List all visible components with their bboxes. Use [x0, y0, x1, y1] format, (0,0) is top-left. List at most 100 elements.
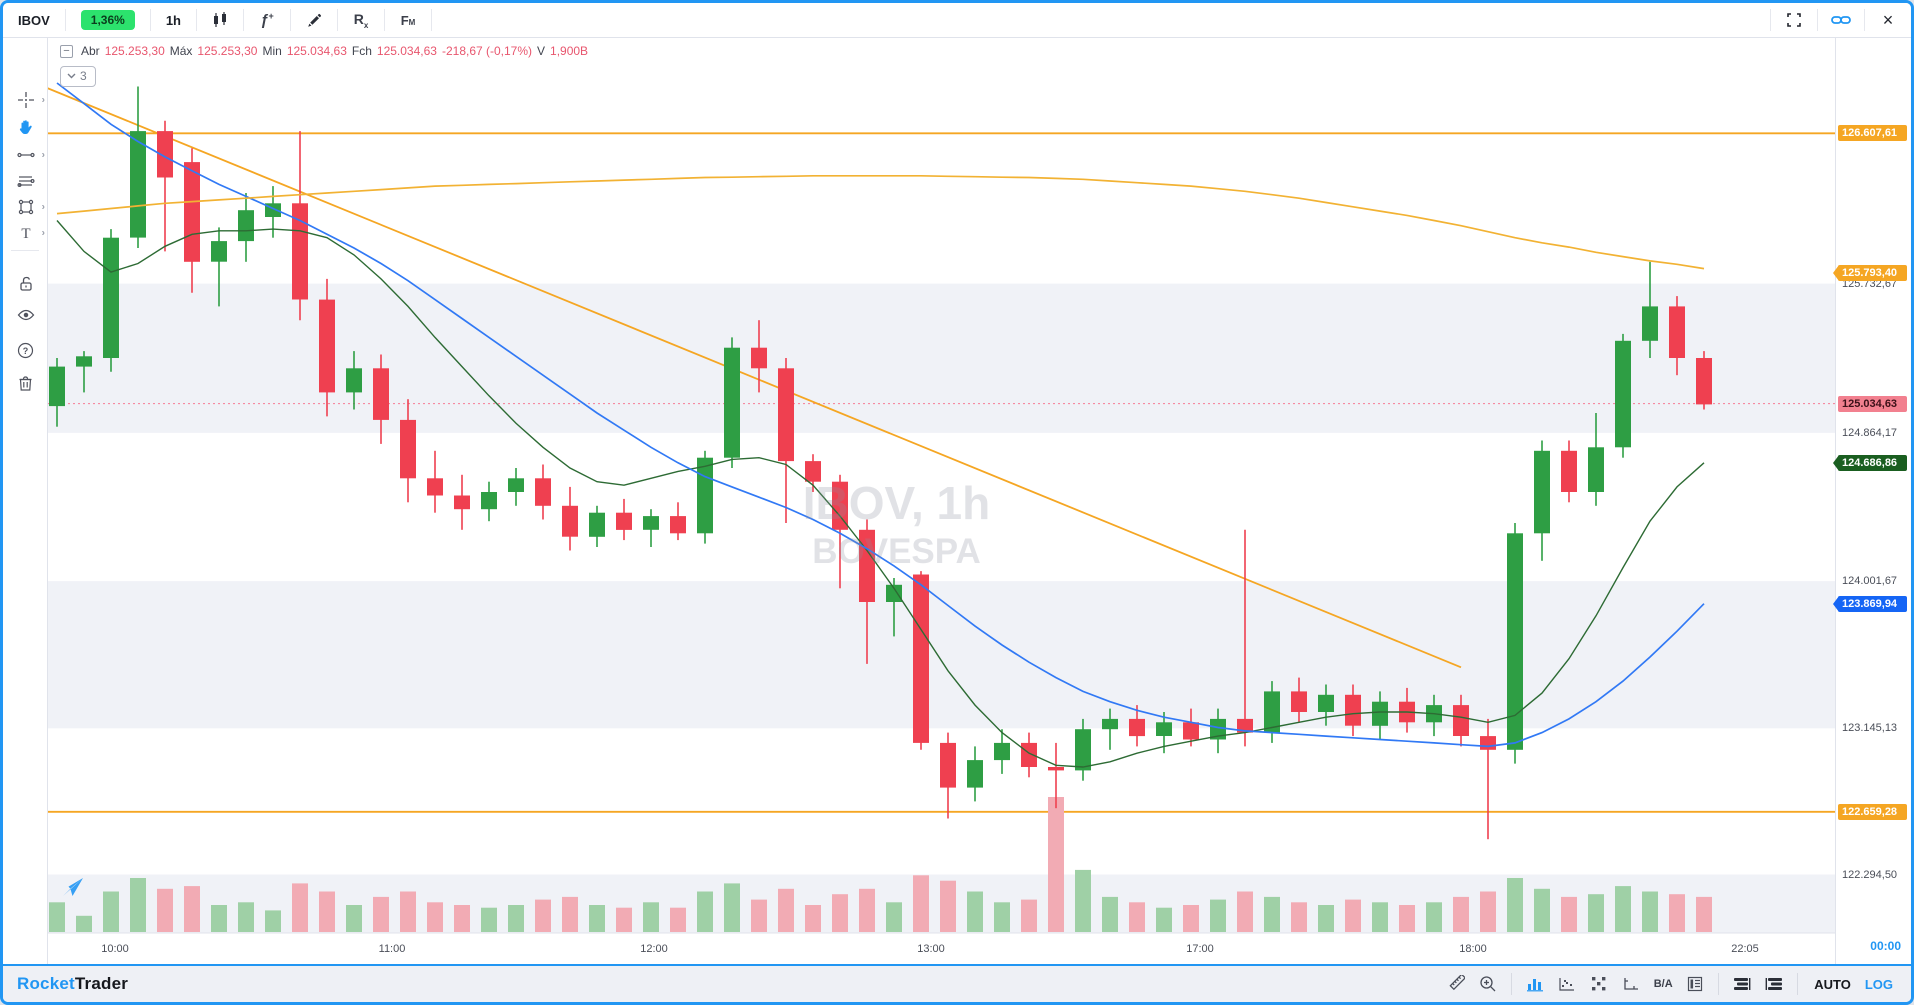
- low-value: 125.034,63: [286, 44, 347, 58]
- statusbar-divider: [1511, 973, 1513, 995]
- price-chart[interactable]: 10:00 11:00 12:00 13:00 17:00 18:00 22:05: [48, 38, 1835, 964]
- rectangle-icon: [18, 199, 33, 215]
- chart-area[interactable]: 10:00 11:00 12:00 13:00 17:00 18:00 22:05 IBOV…: [48, 38, 1835, 964]
- indicators-count-button[interactable]: 3: [60, 66, 96, 87]
- volume-profile-right-button[interactable]: [1761, 972, 1787, 996]
- volume-value: 1,900B: [550, 44, 589, 58]
- close-button[interactable]: ×: [1865, 3, 1911, 37]
- horizontal-level-lines[interactable]: [48, 132, 1835, 813]
- toolbar-divider: [1770, 9, 1771, 31]
- indicators-button[interactable]: ƒ+: [244, 3, 290, 37]
- measure-button[interactable]: [1443, 972, 1469, 996]
- ma-blue-line[interactable]: [56, 82, 1705, 748]
- open-label: Abr: [81, 44, 100, 58]
- dots-grid-icon: [1592, 977, 1606, 991]
- app-logo[interactable]: RocketTrader: [17, 974, 128, 994]
- book-button[interactable]: [1682, 972, 1708, 996]
- trend-line-icon: [16, 152, 35, 158]
- change-value: -218,67 (-0,17%): [441, 44, 533, 58]
- link-button[interactable]: [1818, 3, 1864, 37]
- tool-eye[interactable]: [3, 302, 48, 328]
- symbol-button[interactable]: IBOV: [3, 3, 65, 37]
- collapse-legend-button[interactable]: −: [60, 44, 73, 58]
- price-badge: 125.034,63: [1838, 395, 1907, 412]
- zoom-in-button[interactable]: [1475, 972, 1501, 996]
- volume-indicator-button[interactable]: [1522, 972, 1548, 996]
- axis-scale-button[interactable]: [1618, 972, 1644, 996]
- time-axis-labels[interactable]: 10:00 11:00 12:00 13:00 17:00 18:00 22:05: [101, 943, 1759, 955]
- crosshair-icon: [17, 92, 34, 108]
- tool-crosshair[interactable]: ›: [3, 87, 48, 113]
- statusbar-controls: B/A AUTO LOG: [1443, 972, 1897, 996]
- tool-trend-line[interactable]: ›: [3, 142, 48, 168]
- top-toolbar: IBOV 1,36% 1h ƒ+ Rx FM ×: [3, 3, 1911, 38]
- go-to-realtime-button[interactable]: [60, 874, 86, 900]
- pattern-button[interactable]: [1586, 972, 1612, 996]
- time-label: 18:00: [1459, 943, 1487, 955]
- auto-scale-button[interactable]: AUTO: [1814, 976, 1851, 992]
- tool-hand[interactable]: [3, 115, 48, 141]
- fullscreen-button[interactable]: [1771, 3, 1817, 37]
- time-label: 12:00: [640, 943, 668, 955]
- text-icon: T: [21, 226, 30, 242]
- ma-green-line[interactable]: [56, 220, 1705, 768]
- function-plus-icon: ƒ+: [260, 11, 274, 29]
- time-label: 10:00: [101, 943, 129, 955]
- log-scale-button[interactable]: LOG: [1864, 976, 1893, 992]
- tool-text[interactable]: T ›: [3, 220, 48, 246]
- badge-arrow: [1833, 265, 1839, 282]
- trendline[interactable]: [48, 87, 1462, 669]
- price-badge: 125.793,40: [1833, 265, 1907, 282]
- fm-button[interactable]: FM: [385, 3, 431, 37]
- tool-lock[interactable]: [3, 270, 48, 296]
- trash-icon: [19, 375, 32, 391]
- high-value: 125.253,30: [197, 44, 258, 58]
- close-icon: ×: [1882, 9, 1894, 30]
- volume-profile-left-button[interactable]: [1729, 972, 1755, 996]
- price-axis[interactable]: 00:00 125.732,67 124.864,17 124.001,67 123.…: [1833, 38, 1911, 964]
- open-value: 125.253,30: [104, 44, 165, 58]
- badge-arrow: [1833, 595, 1839, 612]
- toolbar-divider: [431, 9, 432, 31]
- chevron-right-icon: ›: [41, 94, 45, 106]
- price-bands: [48, 283, 1835, 933]
- rx-button[interactable]: Rx: [338, 3, 384, 37]
- svg-text:?: ?: [23, 346, 29, 356]
- tool-parallel-lines[interactable]: [3, 168, 48, 194]
- fm-icon: FM: [400, 12, 416, 28]
- volume-series: [49, 797, 1712, 932]
- brand-secondary: Trader: [74, 974, 129, 993]
- svg-text:T: T: [21, 226, 30, 242]
- change-label: 1,36%: [80, 10, 135, 30]
- chart-type-button[interactable]: [197, 3, 243, 37]
- sidebar-divider: [11, 250, 39, 251]
- performance-chart-button[interactable]: [1554, 972, 1580, 996]
- chart-body: › › › T ›: [3, 38, 1911, 964]
- draw-button[interactable]: [291, 3, 337, 37]
- zoom-in-icon: [1480, 976, 1496, 992]
- rx-icon: Rx: [353, 10, 369, 30]
- interval-label: 1h: [165, 12, 181, 28]
- volume-label: V: [537, 44, 546, 58]
- ma-orange-line[interactable]: [56, 174, 1705, 270]
- candles-icon: [214, 12, 226, 27]
- tool-rectangle[interactable]: ›: [3, 194, 48, 220]
- badge-arrow: [1833, 455, 1839, 472]
- price-axis-label: 124.864,17: [1842, 426, 1898, 439]
- bid-ask-button[interactable]: B/A: [1650, 972, 1676, 996]
- time-label: 17:00: [1186, 943, 1214, 955]
- link-icon: [1831, 16, 1851, 24]
- interval-button[interactable]: 1h: [151, 3, 196, 37]
- time-label: 22:05: [1731, 943, 1759, 955]
- fullscreen-icon: [1787, 13, 1801, 27]
- parallel-lines-icon: [17, 176, 35, 188]
- price-axis-label: 123.145,13: [1842, 722, 1898, 735]
- price-axis-label: 122.294,50: [1842, 868, 1898, 881]
- toolbar-right-group: ×: [1770, 3, 1911, 37]
- volume-rows-right-icon: [1765, 978, 1783, 990]
- tool-trash[interactable]: [3, 370, 48, 396]
- change-badge[interactable]: 1,36%: [66, 3, 150, 37]
- toolbar-divider: [243, 9, 244, 31]
- tool-help[interactable]: ?: [3, 337, 48, 363]
